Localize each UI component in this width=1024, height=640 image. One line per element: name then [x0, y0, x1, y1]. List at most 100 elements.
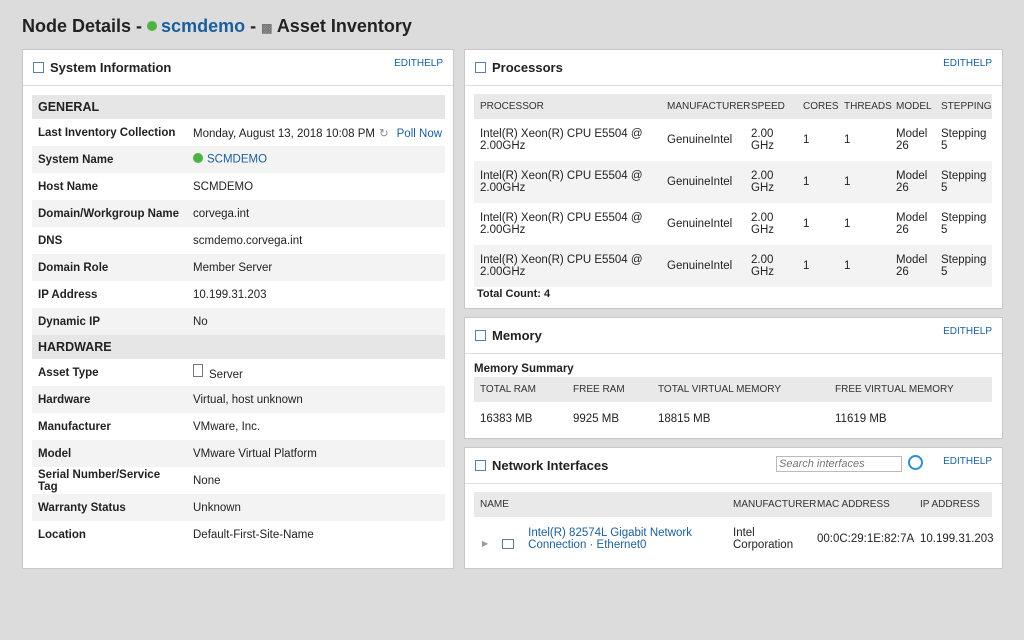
- data-cell: 16383 MB: [474, 402, 567, 436]
- info-row: Last Inventory Collection Monday, August …: [32, 119, 445, 146]
- column-header: THREADS: [838, 94, 892, 119]
- data-table: NAME MANUFACTURER MAC ADDRESS IP ADDRESS ▶ In…: [474, 492, 994, 561]
- data-cell: Stepping 5: [935, 245, 992, 287]
- info-label: Host Name: [38, 180, 99, 193]
- header-row: PROCESSOR MANUFACTURER SPEED CORES THREADS MO…: [474, 94, 992, 119]
- section-heading-row: HARDWARE: [32, 335, 445, 359]
- cell-text: Model 26: [896, 170, 928, 194]
- data-cell: 2.00 GHz: [745, 203, 797, 245]
- info-value: Virtual, host unknown: [187, 386, 445, 413]
- info-value: Server: [187, 359, 445, 386]
- panel-divider: [465, 85, 1002, 86]
- cell-text: 2.00 GHz: [751, 254, 774, 278]
- node-link[interactable]: scmdemo: [161, 16, 246, 36]
- system-name-link[interactable]: SCMDEMO: [207, 153, 268, 166]
- data-cell: GenuineIntel: [661, 203, 745, 245]
- data-row: Intel(R) Xeon(R) CPU E5504 @ 2.00GHz Genu…: [474, 203, 992, 245]
- info-value: scmdemo.corvega.int: [187, 227, 445, 254]
- cell-text: Stepping 5: [941, 128, 987, 152]
- column-header: PROCESSOR: [474, 94, 661, 119]
- cell-text: 1: [803, 260, 810, 272]
- info-value-text: VMware Virtual Platform: [193, 447, 317, 460]
- data-cell: 11619 MB: [829, 402, 992, 436]
- data-cell: Intel(R) Xeon(R) CPU E5504 @ 2.00GHz: [474, 245, 661, 287]
- panel-title-text: System Information: [50, 60, 172, 75]
- header-title: Node Details -: [22, 16, 143, 36]
- cell-text: Intel(R) Xeon(R) CPU E5504 @ 2.00GHz: [480, 254, 643, 278]
- info-value: 10.199.31.203: [187, 281, 445, 308]
- help-link[interactable]: HELP: [965, 456, 992, 467]
- cell-text: Intel(R) Xeon(R) CPU E5504 @ 2.00GHz: [480, 170, 643, 194]
- cell-text: Intel(R) Xeon(R) CPU E5504 @ 2.00GHz: [480, 128, 643, 152]
- cell-text: Model 26: [896, 254, 928, 278]
- data-cell: 1: [838, 203, 890, 245]
- edit-link[interactable]: EDIT: [943, 456, 966, 467]
- cell-text: 16383 MB: [480, 413, 533, 425]
- info-row: Manufacturer VMware, Inc.: [32, 413, 445, 440]
- info-value-text: Default-First-Site-Name: [193, 528, 314, 541]
- help-link[interactable]: HELP: [965, 326, 992, 337]
- status-dot: [193, 153, 203, 163]
- info-value-text: Virtual, host unknown: [193, 393, 303, 406]
- panel-divider: [465, 483, 1002, 484]
- info-row: Location Default-First-Site-Name: [32, 521, 445, 548]
- cell-text: GenuineIntel: [667, 260, 733, 272]
- data-cell: Stepping 5: [935, 161, 992, 203]
- total-count: Total Count: 4: [477, 288, 551, 300]
- data-cell: GenuineIntel: [661, 245, 745, 287]
- data-cell: 2.00 GHz: [745, 245, 797, 287]
- edit-link[interactable]: EDIT: [943, 326, 966, 337]
- data-cell: 00:0C:29:1E:82:7A: [811, 517, 914, 561]
- cell-text: 10.199.31.203: [920, 533, 994, 545]
- search-input[interactable]: [776, 456, 902, 472]
- expand-arrow[interactable]: ▶: [482, 539, 489, 548]
- column-header: MANUFACTURER: [727, 492, 816, 517]
- cell-text: 2.00 GHz: [751, 128, 774, 152]
- cell-text: Stepping 5: [941, 170, 987, 194]
- header-page: Asset Inventory: [276, 16, 412, 36]
- search-icon[interactable]: [908, 455, 923, 471]
- cell-text: Intel Corporation: [733, 527, 794, 551]
- help-link[interactable]: HELP: [416, 58, 443, 69]
- data-cell: 10.199.31.203: [914, 517, 994, 561]
- network-interfaces-panel: Network Interfaces EDITHELP NAMEMANUFACTUR…: [464, 447, 1003, 569]
- panel-title-text: Network Interfaces: [492, 458, 609, 473]
- column-header: CORES: [797, 94, 839, 119]
- cell-text: 18815 MB: [658, 413, 711, 425]
- cell-text: Model 26: [896, 128, 928, 152]
- refresh-icon: ↻: [379, 127, 389, 140]
- help-link[interactable]: HELP: [965, 58, 992, 69]
- info-label: Manufacturer: [38, 420, 111, 433]
- cell-text: 1: [803, 218, 810, 230]
- info-row: Hardware Virtual, host unknown: [32, 386, 445, 413]
- data-cell: 18815 MB: [652, 402, 829, 436]
- edit-link[interactable]: EDIT: [943, 58, 966, 69]
- data-cell: Stepping 5: [935, 119, 992, 161]
- interface-link[interactable]: Intel(R) 82574L Gigabit Network Connecti…: [528, 527, 693, 551]
- info-value: VMware, Inc.: [187, 413, 445, 440]
- cell-text: Stepping 5: [941, 212, 987, 236]
- cell-text: 11619 MB: [835, 413, 887, 425]
- info-value-text: None: [193, 474, 221, 487]
- panel-links: EDITHELP: [943, 326, 992, 337]
- info-value: Member Server: [187, 254, 445, 281]
- memory-panel: Memory EDITHELP Memory Summary TOTAL RAM FRE…: [464, 317, 1003, 439]
- system-information-panel: System Information EDITHELP GENERAL Last In…: [22, 49, 454, 569]
- info-label: System Name: [38, 153, 114, 166]
- cell-text: Intel(R) Xeon(R) CPU E5504 @ 2.00GHz: [480, 212, 643, 236]
- data-cell: GenuineIntel: [661, 161, 745, 203]
- edit-link[interactable]: EDIT: [394, 58, 417, 69]
- poll-now-link[interactable]: Poll Now: [396, 127, 443, 140]
- info-label: Location: [38, 528, 86, 541]
- panel-title: Memory: [475, 328, 542, 343]
- column-header: IP ADDRESS: [914, 492, 992, 517]
- info-value-text: Server: [209, 369, 243, 381]
- data-cell: 2.00 GHz: [745, 161, 797, 203]
- data-cell: 1: [797, 245, 838, 287]
- cell-text: 1: [844, 260, 851, 272]
- header-row: NAME MANUFACTURER MAC ADDRESS IP ADDRESS: [474, 492, 992, 517]
- header-row: TOTAL RAM FREE RAM TOTAL VIRTUAL MEMORY FRE…: [474, 377, 992, 402]
- info-value: SCMDEMO: [187, 146, 445, 173]
- info-row: Domain/Workgroup Name corvega.int: [32, 200, 445, 227]
